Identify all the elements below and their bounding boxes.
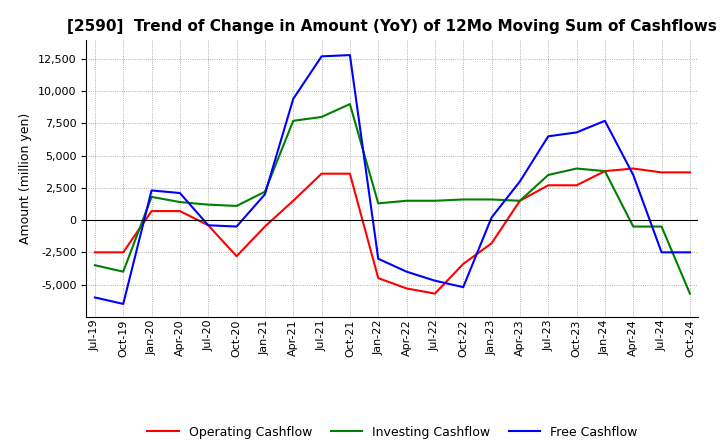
Investing Cashflow [176, 199, 184, 205]
Operating Cashflow [374, 275, 382, 281]
Free Cashflow [148, 188, 156, 193]
Free Cashflow [431, 278, 439, 283]
Free Cashflow [657, 249, 666, 255]
Investing Cashflow [204, 202, 212, 207]
Operating Cashflow [572, 183, 581, 188]
Investing Cashflow [374, 201, 382, 206]
Operating Cashflow [91, 249, 99, 255]
Investing Cashflow [459, 197, 467, 202]
Operating Cashflow [318, 171, 326, 176]
Investing Cashflow [261, 189, 269, 194]
Operating Cashflow [487, 241, 496, 246]
Investing Cashflow [629, 224, 637, 229]
Operating Cashflow [431, 291, 439, 296]
Free Cashflow [516, 179, 524, 184]
Free Cashflow [374, 256, 382, 261]
Operating Cashflow [516, 198, 524, 203]
Operating Cashflow [685, 170, 694, 175]
Investing Cashflow [544, 172, 552, 178]
Investing Cashflow [318, 114, 326, 120]
Free Cashflow [233, 224, 241, 229]
Investing Cashflow [572, 166, 581, 171]
Free Cashflow [459, 285, 467, 290]
Line: Free Cashflow: Free Cashflow [95, 55, 690, 304]
Free Cashflow [572, 130, 581, 135]
Free Cashflow [119, 301, 127, 307]
Operating Cashflow [176, 209, 184, 214]
Investing Cashflow [148, 194, 156, 199]
Free Cashflow [600, 118, 609, 124]
Free Cashflow [402, 269, 411, 274]
Line: Investing Cashflow: Investing Cashflow [95, 104, 690, 293]
Operating Cashflow [148, 209, 156, 214]
Free Cashflow [544, 134, 552, 139]
Legend: Operating Cashflow, Investing Cashflow, Free Cashflow: Operating Cashflow, Investing Cashflow, … [143, 421, 642, 440]
Investing Cashflow [91, 263, 99, 268]
Free Cashflow [176, 191, 184, 196]
Investing Cashflow [600, 169, 609, 174]
Operating Cashflow [402, 286, 411, 291]
Investing Cashflow [119, 269, 127, 274]
Investing Cashflow [346, 102, 354, 107]
Investing Cashflow [402, 198, 411, 203]
Operating Cashflow [233, 253, 241, 259]
Investing Cashflow [657, 224, 666, 229]
Operating Cashflow [289, 198, 297, 203]
Operating Cashflow [544, 183, 552, 188]
Investing Cashflow [487, 197, 496, 202]
Free Cashflow [685, 249, 694, 255]
Operating Cashflow [346, 171, 354, 176]
Free Cashflow [204, 223, 212, 228]
Investing Cashflow [233, 203, 241, 209]
Operating Cashflow [459, 261, 467, 267]
Operating Cashflow [204, 223, 212, 228]
Investing Cashflow [685, 291, 694, 296]
Investing Cashflow [516, 198, 524, 203]
Operating Cashflow [600, 169, 609, 174]
Title: [2590]  Trend of Change in Amount (YoY) of 12Mo Moving Sum of Cashflows: [2590] Trend of Change in Amount (YoY) o… [68, 19, 717, 34]
Line: Operating Cashflow: Operating Cashflow [95, 169, 690, 293]
Free Cashflow [487, 215, 496, 220]
Investing Cashflow [289, 118, 297, 124]
Free Cashflow [318, 54, 326, 59]
Operating Cashflow [119, 249, 127, 255]
Operating Cashflow [261, 224, 269, 229]
Investing Cashflow [431, 198, 439, 203]
Free Cashflow [91, 295, 99, 300]
Operating Cashflow [629, 166, 637, 171]
Free Cashflow [261, 192, 269, 197]
Free Cashflow [346, 52, 354, 58]
Free Cashflow [629, 172, 637, 178]
Operating Cashflow [657, 170, 666, 175]
Free Cashflow [289, 96, 297, 102]
Y-axis label: Amount (million yen): Amount (million yen) [19, 113, 32, 244]
